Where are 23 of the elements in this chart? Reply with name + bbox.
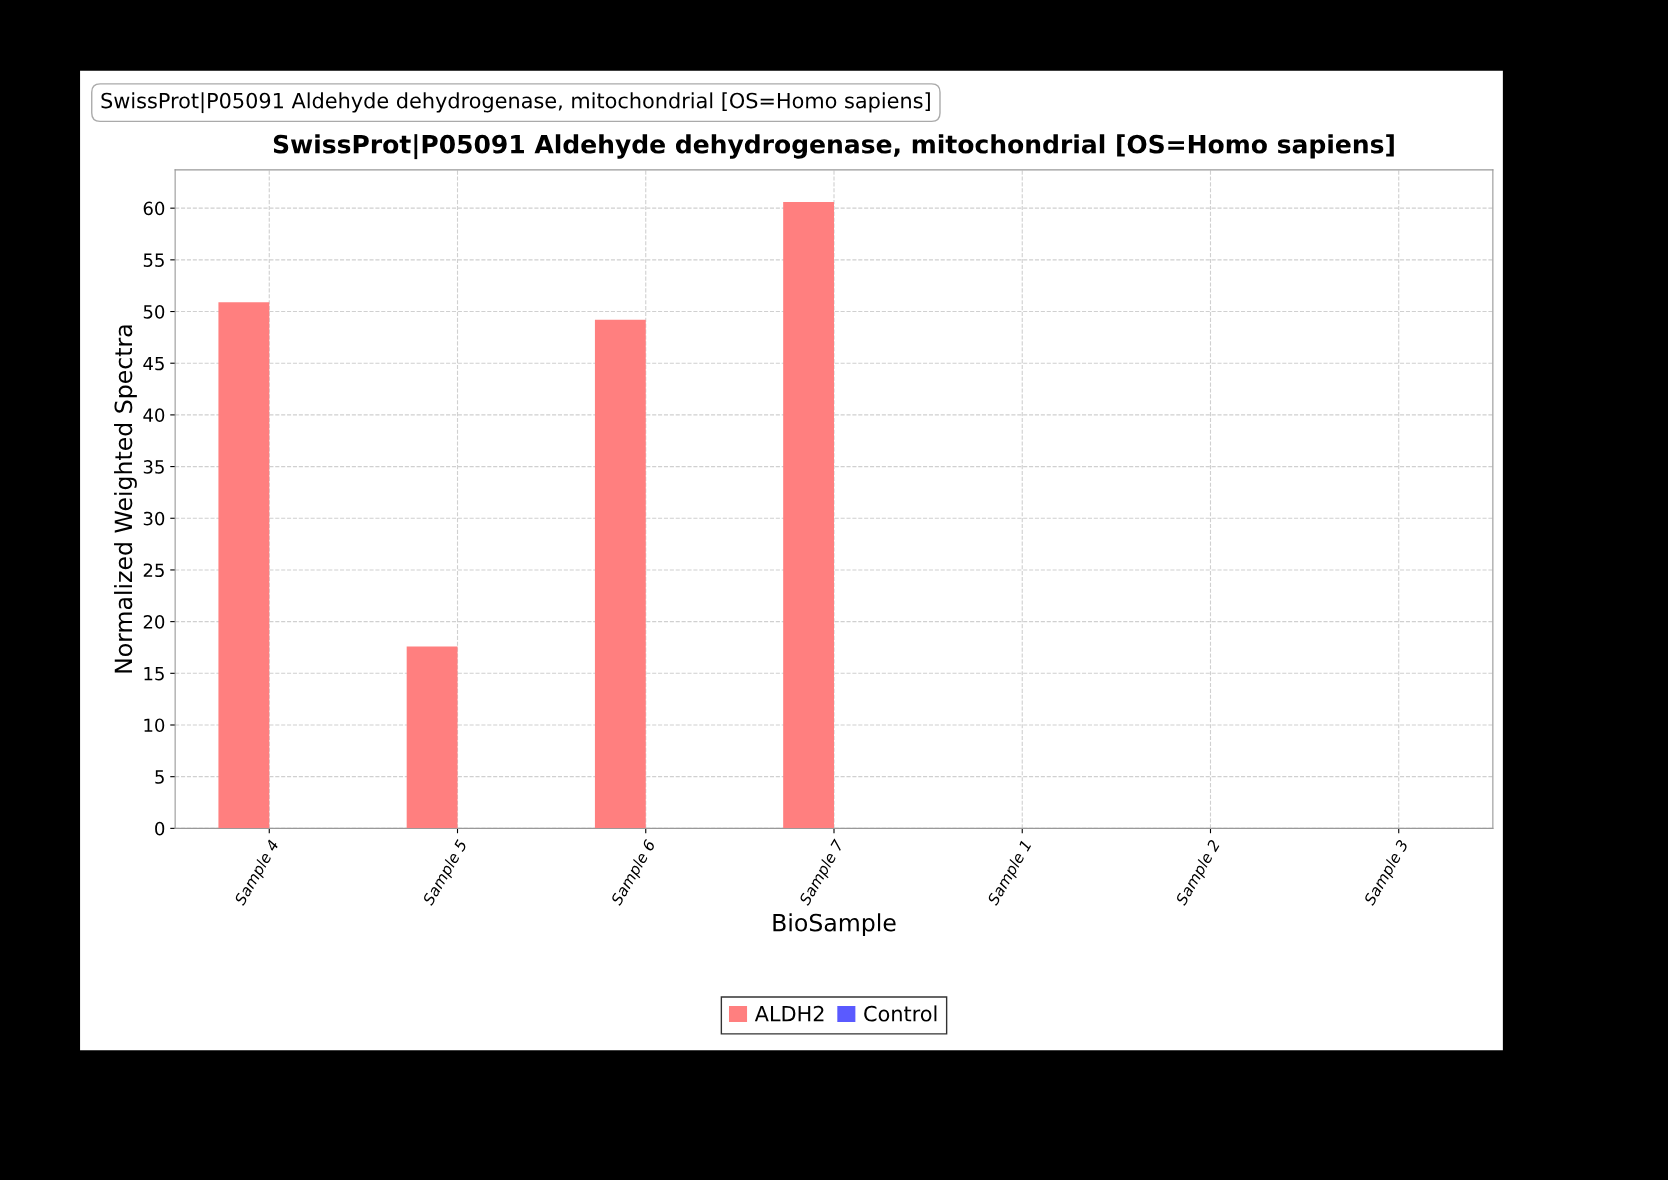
y-tick-label: 10 bbox=[144, 718, 165, 733]
y-tick-label: 45 bbox=[143, 356, 164, 371]
bar bbox=[406, 646, 458, 829]
y-tick-label: 35 bbox=[143, 460, 164, 474]
y-tick-label: 55 bbox=[143, 253, 164, 267]
bar bbox=[783, 201, 834, 829]
y-tick-label: 60 bbox=[143, 201, 165, 216]
y-tick-label: 15 bbox=[144, 667, 164, 681]
y-tick-label: 40 bbox=[143, 408, 165, 423]
bar bbox=[594, 319, 646, 829]
y-tick-label: 25 bbox=[143, 563, 164, 578]
y-axis-title: Normalized Weighted Spectra bbox=[114, 325, 137, 673]
text: SwissProt|P05091 Aldehyde dehydrogenase, mitochondrial [OS=Homo sapiens] bbox=[101, 92, 930, 114]
bar bbox=[218, 302, 270, 829]
legend-label: ALDH2 bbox=[754, 1005, 824, 1022]
x-axis-title: BioSample bbox=[773, 913, 896, 937]
y-tick-label: 50 bbox=[143, 304, 165, 319]
y-tick-label: 0 bbox=[155, 821, 165, 836]
chart-title: SwissProt|P05091 Aldehyde dehydrogenase, mitochondrial [OS=Homo sapiens] bbox=[273, 134, 1394, 160]
y-tick-label: 20 bbox=[143, 615, 165, 629]
y-tick-label: 30 bbox=[143, 511, 165, 526]
y-tick-label: 5 bbox=[155, 770, 164, 784]
legend-label: Control bbox=[864, 1005, 937, 1022]
